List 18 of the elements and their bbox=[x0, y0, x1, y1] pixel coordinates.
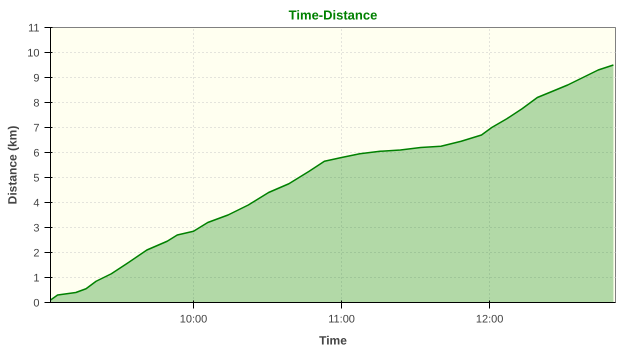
x-tick-label: 12:00 bbox=[476, 314, 504, 326]
y-tick-label: 10 bbox=[27, 48, 40, 60]
y-tick-label: 6 bbox=[33, 148, 40, 160]
y-tick-label: 8 bbox=[33, 98, 40, 110]
y-tick-label: 5 bbox=[33, 172, 40, 184]
y-tick-label: 0 bbox=[33, 298, 40, 310]
y-axis-title: Distance (km) bbox=[5, 126, 20, 204]
y-tick-label: 11 bbox=[28, 22, 40, 34]
chart-title: Time-Distance bbox=[288, 8, 378, 22]
x-tick-label: 11:00 bbox=[328, 314, 355, 326]
y-tick-label: 1 bbox=[33, 272, 40, 284]
x-tick-label: 10:00 bbox=[180, 314, 208, 326]
x-axis-title: Time bbox=[319, 334, 348, 348]
y-tick-label: 4 bbox=[33, 198, 40, 210]
y-tick-label: 9 bbox=[33, 72, 40, 84]
y-tick-label: 3 bbox=[33, 222, 40, 234]
y-tick-label: 2 bbox=[33, 248, 40, 260]
y-tick-label: 7 bbox=[33, 122, 40, 134]
